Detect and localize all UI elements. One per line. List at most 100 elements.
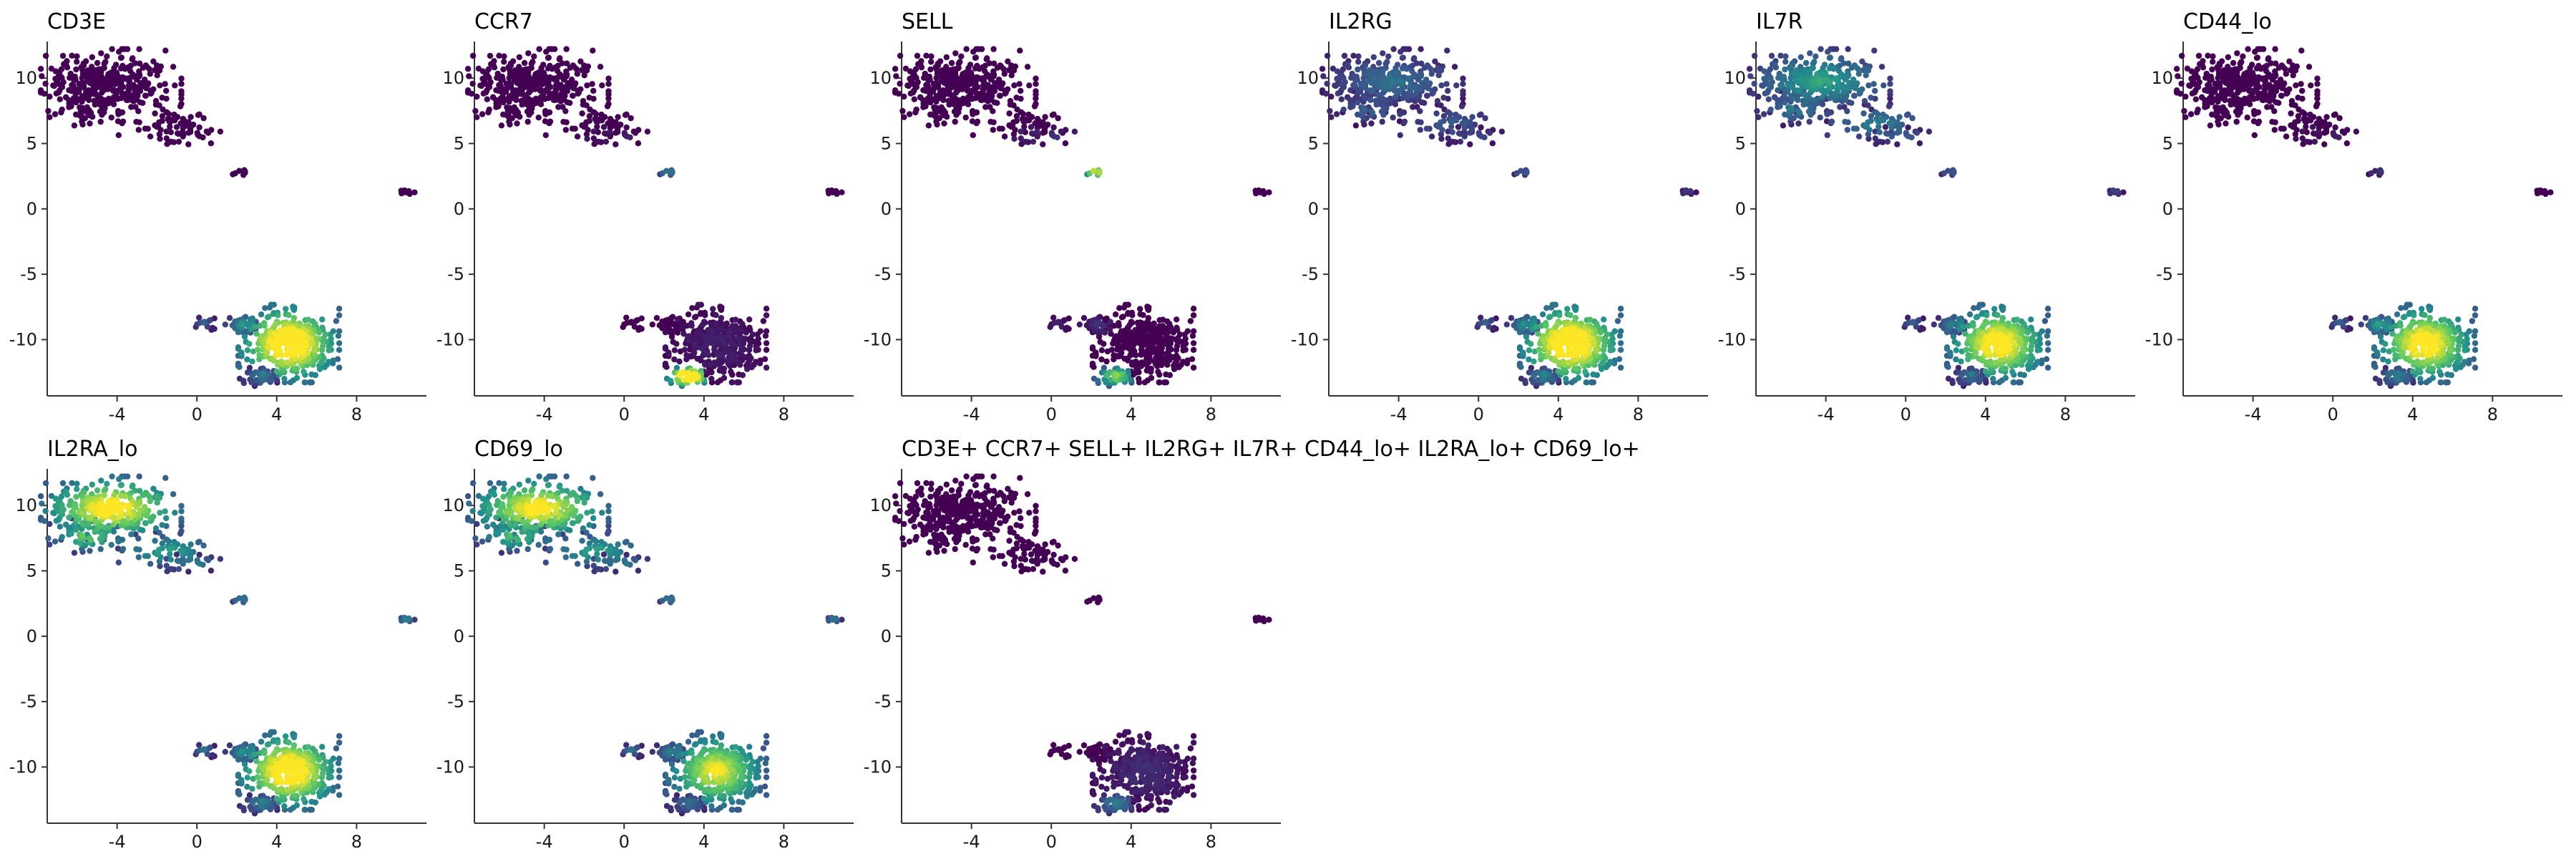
cell-point [1617,364,1624,371]
cell-point [1837,104,1843,110]
cell-point [531,53,537,60]
cell-point [1132,328,1139,334]
cell-point [753,347,759,354]
cell-point [1528,341,1534,347]
cell-point [1428,66,1434,72]
cell-point [2237,60,2243,67]
cell-point [1417,127,1423,133]
cell-point [1616,333,1624,339]
cell-point [97,118,104,125]
cell-point [519,102,525,108]
cell-point [1028,130,1035,137]
cell-point [958,53,965,60]
cell-point [1876,118,1883,125]
cell-point [1260,188,1267,195]
cell-point [599,82,605,89]
cell-point [1833,46,1840,52]
cell-point [1098,356,1105,363]
cell-point [743,329,750,336]
cell-point [1508,315,1515,321]
cell-point [746,316,753,323]
cell-point [738,346,745,352]
cell-point [581,65,587,72]
cell-point [761,356,769,362]
cell-point [1955,364,1962,371]
cell-point [1125,345,1132,351]
cell-point [1101,364,1108,371]
cell-point [1832,75,1838,82]
cell-point [163,87,170,94]
cell-point [555,104,562,110]
cell-point [904,82,911,89]
cell-point [1334,68,1341,74]
cell-point [1990,376,1996,382]
cell-point [2255,62,2262,69]
cell-point [2034,347,2041,354]
cell-point [238,349,245,356]
cell-point [562,127,569,133]
cell-point [1128,309,1136,316]
cell-point [1782,53,1789,59]
x-tick-label: 8 [2487,404,2498,424]
x-tick-label: -4 [1390,404,1407,424]
cell-point [618,121,624,128]
cell-point [1110,340,1116,347]
cell-point [1913,130,1921,136]
y-tick-label: 10 [442,68,464,88]
cell-point [1410,104,1416,110]
cell-point [1457,138,1464,145]
cell-point [48,65,55,72]
cell-point [1951,170,1957,176]
cell-point [142,92,149,99]
cell-point [266,304,273,311]
cell-point [1383,97,1390,104]
cell-point [2272,68,2278,74]
cell-point [743,366,751,372]
cell-point [336,306,343,312]
cell-point [2272,46,2278,52]
cell-point [336,328,343,334]
cell-point [1368,120,1375,127]
cell-point [74,87,80,94]
cell-point [86,97,92,103]
y-tick-label: -5 [447,264,464,284]
cell-point [251,369,258,377]
cell-point [512,67,518,74]
cell-point [1772,62,1778,68]
cell-point [200,319,207,326]
cell-point [1166,346,1172,352]
cell-point [605,91,612,98]
cell-point [257,322,263,329]
cell-point [928,53,935,59]
cell-point [1045,121,1051,128]
cell-point [1882,124,1889,130]
cell-point [74,59,80,65]
cell-point [1144,304,1151,310]
cell-point [305,316,312,323]
cell-point [1546,349,1552,356]
cell-point [1322,90,1330,97]
cell-point [746,343,753,349]
cell-point [1687,188,1694,195]
cell-point [1033,81,1039,87]
cell-point [946,102,952,108]
cell-point [1760,111,1767,117]
cell-point [2195,52,2202,59]
cell-point [1033,75,1039,82]
cell-point [135,108,142,115]
cell-point [194,130,200,136]
cell-point [915,61,922,67]
cell-point [1949,377,1956,384]
cell-point [335,333,342,339]
y-tick-label: 5 [1308,133,1319,153]
cell-point [2240,53,2246,60]
cell-point [1093,329,1099,335]
cell-point [284,359,291,366]
cell-point [306,355,312,361]
cell-point [1482,115,1488,122]
cell-point [1182,336,1189,342]
cell-point [699,321,706,328]
cell-point [2175,73,2181,79]
cell-point [677,371,684,377]
